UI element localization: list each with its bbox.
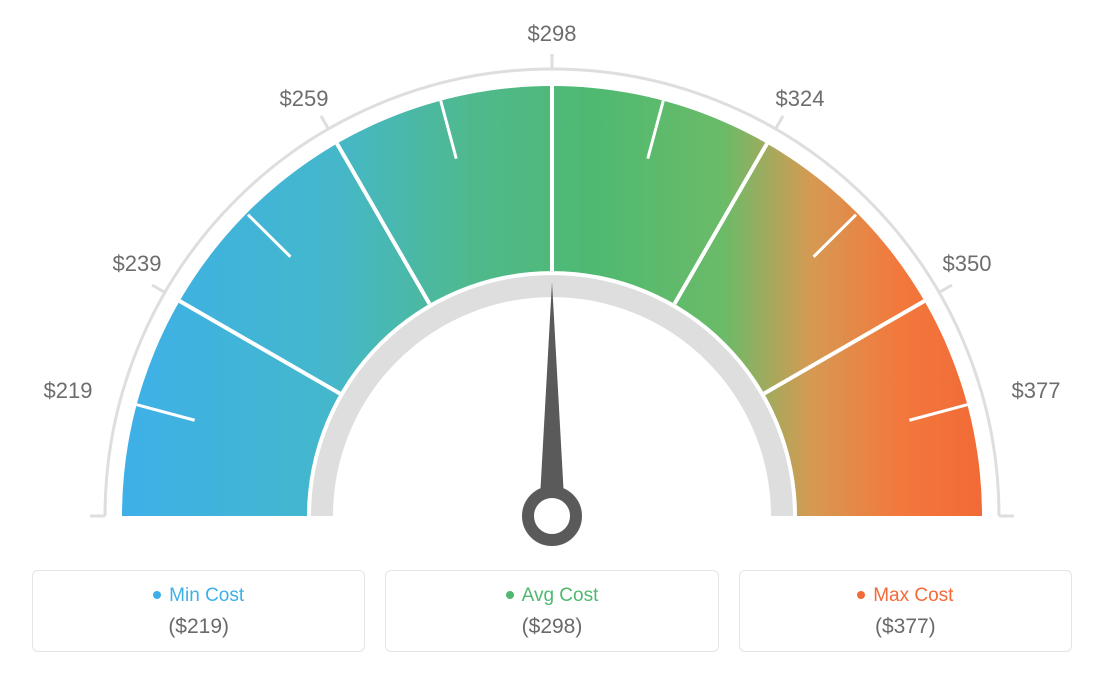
min-cost-card: Min Cost ($219)	[32, 570, 365, 652]
max-cost-card: Max Cost ($377)	[739, 570, 1072, 652]
cost-gauge-widget: $219 $239 $259 $298 $324 $350 $377 Min C…	[0, 0, 1104, 690]
avg-bullet-icon	[506, 591, 514, 599]
avg-cost-card: Avg Cost ($298)	[385, 570, 718, 652]
min-cost-label: Min Cost	[169, 585, 244, 606]
min-bullet-icon	[153, 591, 161, 599]
gauge-svg	[0, 0, 1104, 560]
min-cost-title: Min Cost	[33, 585, 364, 607]
avg-cost-title: Avg Cost	[386, 585, 717, 607]
tick-label-3: $298	[528, 21, 577, 47]
tick-label-4: $324	[776, 86, 825, 112]
max-cost-title: Max Cost	[740, 585, 1071, 607]
max-cost-value: ($377)	[740, 615, 1071, 639]
tick-label-5: $350	[943, 251, 992, 277]
tick-label-0: $219	[44, 378, 93, 404]
gauge-needle	[528, 282, 576, 540]
avg-cost-value: ($298)	[386, 615, 717, 639]
avg-cost-label: Avg Cost	[522, 585, 599, 606]
max-cost-label: Max Cost	[873, 585, 953, 606]
tick-label-2: $259	[280, 86, 329, 112]
summary-cards: Min Cost ($219) Avg Cost ($298) Max Cost…	[0, 570, 1104, 652]
min-cost-value: ($219)	[33, 615, 364, 639]
gauge-area: $219 $239 $259 $298 $324 $350 $377	[0, 0, 1104, 560]
tick-label-1: $239	[113, 251, 162, 277]
tick-label-6: $377	[1012, 378, 1061, 404]
max-bullet-icon	[857, 591, 865, 599]
